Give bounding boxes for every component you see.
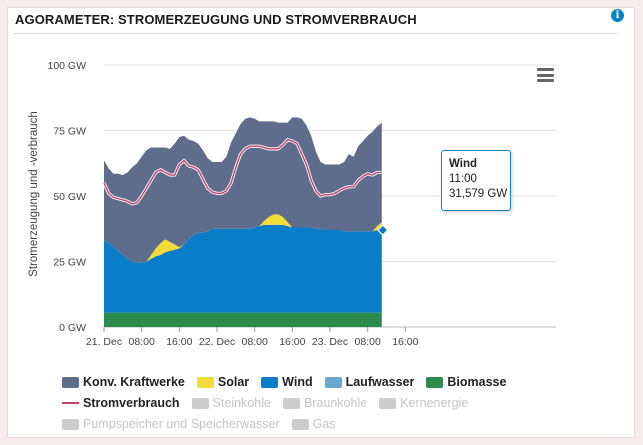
legend-label: Solar — [217, 375, 250, 389]
legend-item-biomasse[interactable]: Biomasse — [426, 375, 506, 389]
area-konv-kraftwerke — [104, 117, 382, 263]
legend-item-kernenergie[interactable]: Kernenergie — [379, 396, 468, 410]
y-tick-label: 50 GW — [53, 191, 86, 203]
legend-swatch — [426, 376, 444, 388]
legend-label: Gas — [312, 417, 336, 431]
legend-item-braunkohle[interactable]: Braunkohle — [282, 396, 368, 410]
area-biomasse — [104, 312, 382, 327]
legend-swatch — [291, 418, 309, 430]
x-tick-label: 23. Dec — [312, 336, 348, 348]
legend-row-2: Stromverbrauch Steinkohle Braunkohle Ker… — [62, 394, 582, 412]
y-tick-label: 25 GW — [53, 257, 86, 269]
x-tick-label: 16:00 — [166, 336, 192, 348]
legend-swatch — [191, 397, 209, 409]
legend-label: Laufwasser — [345, 375, 415, 389]
legend-item-konv-kraftwerke[interactable]: Konv. Kraftwerke — [62, 375, 185, 389]
x-tick-label: 22. Dec — [199, 336, 235, 348]
area-wind — [104, 224, 382, 313]
legend-label: Stromverbrauch — [83, 396, 180, 410]
hamburger-menu-icon[interactable] — [537, 68, 554, 82]
y-tick-label: 0 GW — [59, 322, 86, 334]
legend-label: Biomasse — [447, 375, 507, 389]
legend-label: Steinkohle — [212, 396, 271, 410]
chart-tooltip: Wind 11:00 31,579 GW — [441, 150, 511, 211]
info-icon[interactable]: i — [611, 9, 624, 22]
tooltip-value: 31,579 GW — [449, 188, 508, 200]
legend-item-solar[interactable]: Solar — [196, 375, 250, 389]
stacked-area-chart: 0 GW 25 GW 50 GW 75 GW 100 GW 21. Dec 08:00 16:… — [28, 60, 556, 348]
legend-label: Wind — [282, 375, 313, 389]
x-tick-label: 21. Dec — [86, 336, 122, 348]
y-tick-label: 100 GW — [47, 60, 86, 72]
legend-row-1: Konv. Kraftwerke Solar Wind Laufwasser B… — [62, 373, 582, 391]
chart-title: AGORAMETER: STROMERZEUGUNG UND STROMVERB… — [15, 12, 417, 27]
legend-item-laufwasser[interactable]: Laufwasser — [324, 375, 415, 389]
legend-label: Kernenergie — [400, 396, 469, 410]
legend-label: Konv. Kraftwerke — [83, 375, 185, 389]
legend-row-3: Pumpspeicher und Speicherwasser Gas — [62, 415, 582, 433]
legend-swatch — [62, 418, 79, 430]
legend-item-stromverbrauch[interactable]: Stromverbrauch — [62, 396, 180, 410]
legend-swatch — [282, 397, 300, 409]
x-tick-label: 08:00 — [242, 336, 268, 348]
y-tick-label: 75 GW — [53, 126, 86, 138]
legend-swatch — [196, 376, 214, 388]
tooltip-time: 11:00 — [449, 173, 477, 185]
tooltip-series: Wind — [449, 158, 477, 170]
legend-line-swatch — [62, 402, 79, 404]
legend-swatch — [62, 376, 79, 388]
legend-swatch — [324, 376, 342, 388]
title-divider — [14, 33, 617, 34]
legend-item-gas[interactable]: Gas — [291, 417, 336, 431]
legend-label: Pumpspeicher und Speicherwasser — [83, 417, 280, 431]
x-tick-label: 08:00 — [355, 336, 381, 348]
legend-item-steinkohle[interactable]: Steinkohle — [191, 396, 271, 410]
legend-swatch — [379, 397, 397, 409]
x-tick-label: 16:00 — [392, 336, 418, 348]
hover-marker — [376, 224, 389, 236]
x-tick-label: 08:00 — [129, 336, 155, 348]
legend-label: Braunkohle — [303, 396, 368, 410]
x-tick-label: 16:00 — [279, 336, 305, 348]
consumption-line — [103, 138, 382, 205]
legend-item-wind[interactable]: Wind — [261, 375, 313, 389]
legend-swatch — [261, 376, 279, 388]
legend-item-pumpspeicher[interactable]: Pumpspeicher und Speicherwasser — [62, 417, 280, 431]
y-axis-label: Stromerzeugung und -verbrauch — [28, 111, 40, 277]
chart-legend: Konv. Kraftwerke Solar Wind Laufwasser B… — [62, 373, 582, 436]
